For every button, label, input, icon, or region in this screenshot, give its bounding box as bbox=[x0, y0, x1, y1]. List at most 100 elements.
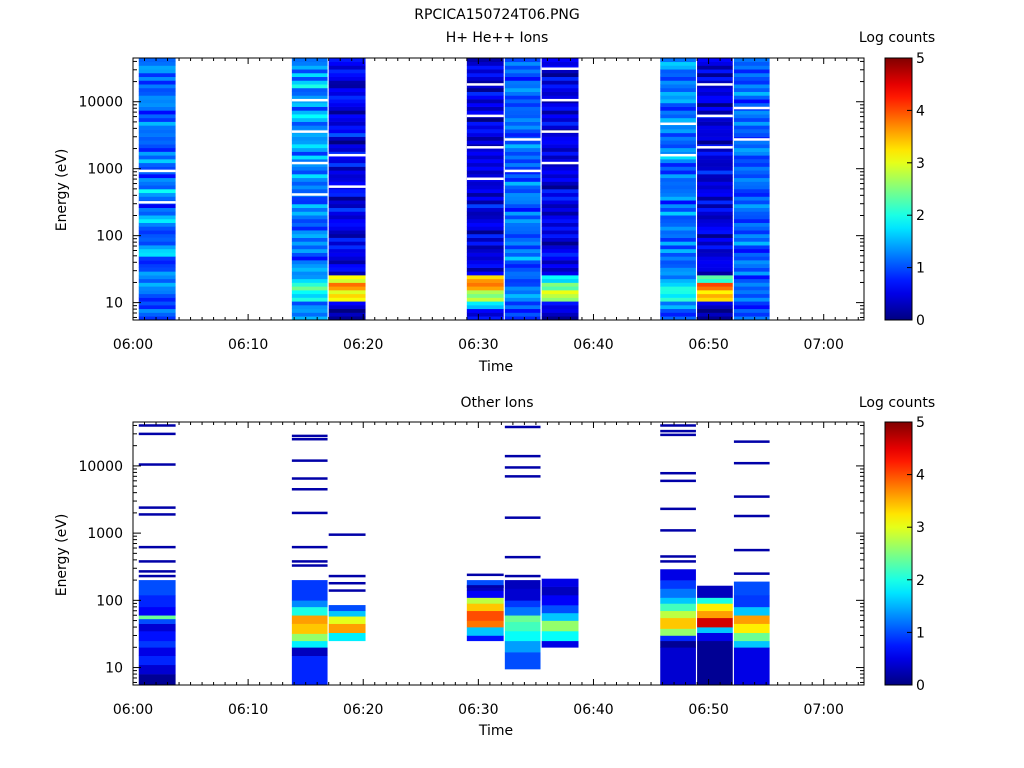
heatmap-cell bbox=[541, 245, 579, 250]
heatmap-cell bbox=[328, 241, 366, 246]
spectrogram-column bbox=[660, 58, 696, 321]
heatmap-cell bbox=[291, 286, 328, 291]
heatmap-cell bbox=[504, 248, 541, 253]
heatmap-cell bbox=[291, 196, 328, 201]
heatmap-cell bbox=[733, 237, 770, 242]
colorbar: 0 1 2 3 4 5 bbox=[884, 51, 925, 329]
colorbar-tick-label: 5 bbox=[916, 51, 925, 67]
heatmap-cell bbox=[138, 615, 176, 620]
heatmap-cell bbox=[504, 177, 541, 182]
heatmap-cell bbox=[291, 275, 328, 280]
heatmap-line bbox=[733, 514, 770, 518]
heatmap-cell bbox=[328, 196, 366, 201]
heatmap-cell bbox=[733, 114, 770, 119]
heatmap-cell bbox=[660, 610, 696, 619]
heatmap-cell bbox=[466, 603, 504, 612]
heatmap-cell bbox=[504, 106, 541, 111]
x-tick-label: 06:00 bbox=[113, 337, 153, 353]
heatmap-cell bbox=[541, 640, 579, 648]
heatmap-cell bbox=[328, 106, 366, 111]
heatmap-line bbox=[291, 564, 328, 567]
heatmap-cell bbox=[466, 117, 504, 122]
heatmap-cell bbox=[138, 151, 176, 156]
heatmap-cell bbox=[660, 282, 696, 287]
heatmap-cell bbox=[697, 211, 733, 216]
heatmap-cell bbox=[697, 69, 733, 74]
spectrogram-column bbox=[138, 58, 176, 321]
heatmap-cell bbox=[660, 297, 696, 302]
heatmap-cell bbox=[697, 226, 733, 231]
heatmap-cell bbox=[697, 585, 733, 598]
heatmap-cell bbox=[504, 196, 541, 201]
heatmap-cell bbox=[660, 301, 696, 306]
heatmap-cell bbox=[504, 252, 541, 257]
heatmap-cell bbox=[328, 69, 366, 74]
heatmap-cell bbox=[328, 114, 366, 119]
spectrogram-column bbox=[328, 533, 366, 642]
heatmap-cell bbox=[466, 267, 504, 272]
heatmap-cell bbox=[138, 606, 176, 616]
empty-bin bbox=[466, 114, 504, 118]
heatmap-cell bbox=[466, 106, 504, 111]
colorbar-scale bbox=[884, 421, 913, 686]
heatmap-cell bbox=[138, 647, 176, 657]
heatmap-cell bbox=[328, 297, 366, 302]
heatmap-cell bbox=[466, 230, 504, 235]
heatmap-cell bbox=[733, 155, 770, 160]
heatmap-line bbox=[291, 477, 328, 480]
heatmap-cell bbox=[541, 80, 579, 85]
heatmap-cell bbox=[697, 308, 733, 313]
heatmap-cell bbox=[660, 580, 696, 589]
heatmap-line bbox=[660, 507, 696, 511]
heatmap-cell bbox=[697, 301, 733, 306]
heatmap-cell bbox=[291, 80, 328, 85]
heatmap-cell bbox=[466, 580, 504, 586]
empty-bin bbox=[138, 169, 176, 173]
heatmap-cell bbox=[541, 605, 579, 614]
heatmap-cell bbox=[138, 95, 176, 100]
heatmap-cell bbox=[733, 275, 770, 280]
panel-title: Other Ions bbox=[460, 395, 533, 411]
heatmap-cell bbox=[138, 58, 176, 63]
heatmap-cell bbox=[466, 200, 504, 205]
heatmap-cell bbox=[466, 308, 504, 313]
heatmap-cell bbox=[541, 95, 579, 100]
heatmap-cell bbox=[733, 207, 770, 212]
heatmap-cell bbox=[328, 271, 366, 276]
heatmap-cell bbox=[504, 99, 541, 104]
heatmap-cell bbox=[541, 252, 579, 257]
heatmap-cell bbox=[541, 140, 579, 145]
heatmap-cell bbox=[697, 617, 733, 628]
heatmap-cell bbox=[466, 245, 504, 250]
heatmap-cell bbox=[660, 207, 696, 212]
heatmap-cell bbox=[541, 121, 579, 126]
heatmap-cell bbox=[138, 196, 176, 201]
empty-bin bbox=[660, 153, 696, 157]
heatmap-cell bbox=[291, 256, 328, 261]
heatmap-cell bbox=[466, 151, 504, 156]
heatmap-cell bbox=[138, 102, 176, 107]
heatmap-cell bbox=[291, 308, 328, 313]
heatmap-cell bbox=[504, 630, 541, 642]
heatmap-cell bbox=[466, 147, 504, 152]
empty-bin bbox=[291, 193, 328, 196]
heatmap-cell bbox=[541, 117, 579, 122]
heatmap-cell bbox=[660, 252, 696, 257]
heatmap-cell bbox=[504, 263, 541, 268]
heatmap-cell bbox=[697, 125, 733, 130]
heatmap-cell bbox=[328, 189, 366, 194]
heatmap-area bbox=[138, 51, 770, 321]
heatmap-cell bbox=[328, 256, 366, 261]
colorbar-label: Log counts bbox=[859, 395, 935, 411]
heatmap-cell bbox=[541, 196, 579, 201]
heatmap-cell bbox=[541, 162, 579, 167]
heatmap-cell bbox=[733, 230, 770, 235]
heatmap-cell bbox=[541, 110, 579, 115]
heatmap-cell bbox=[291, 114, 328, 119]
heatmap-cell bbox=[138, 117, 176, 122]
heatmap-cell bbox=[138, 215, 176, 220]
heatmap-cell bbox=[466, 256, 504, 261]
heatmap-cell bbox=[466, 635, 504, 642]
heatmap-cell bbox=[291, 316, 328, 321]
heatmap-cell bbox=[733, 117, 770, 122]
